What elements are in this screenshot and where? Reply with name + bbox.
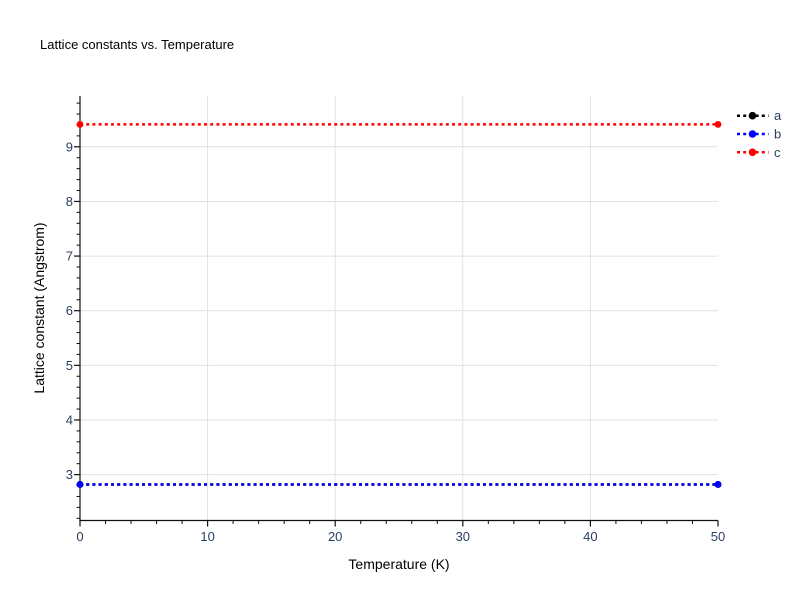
y-axis-title: Lattice constant (Angstrom)	[31, 222, 47, 393]
y-tick-label: 9	[66, 139, 73, 154]
legend-label: c	[774, 145, 781, 160]
y-tick-label: 7	[66, 249, 73, 264]
x-axis-title: Temperature (K)	[348, 556, 449, 572]
chart-legend: abc	[737, 108, 782, 160]
legend-marker-sample	[748, 111, 757, 120]
y-tick-label: 8	[66, 194, 73, 209]
series-b-marker	[714, 481, 722, 488]
series-c-marker	[76, 121, 84, 128]
series-c-marker	[714, 121, 722, 128]
legend-item-b[interactable]: b	[737, 127, 781, 142]
axes: 0 10 20 30 40 50 3 4 5 6 7 8 9	[66, 96, 725, 544]
legend-item-a[interactable]: a	[737, 108, 782, 123]
x-tick-label: 10	[200, 529, 214, 544]
legend-marker-sample	[748, 148, 757, 157]
legend-label: b	[774, 127, 781, 142]
y-tick-label: 3	[66, 467, 73, 482]
x-tick-label: 50	[711, 529, 725, 544]
legend-marker-sample	[748, 130, 757, 138]
legend-item-c[interactable]: c	[737, 145, 781, 160]
y-tick-label: 4	[66, 412, 73, 427]
x-tick-label: 0	[76, 529, 83, 544]
gridlines	[80, 96, 718, 521]
chart-title: Lattice constants vs. Temperature	[40, 37, 234, 52]
y-tick-label: 6	[66, 303, 73, 318]
x-tick-label: 20	[328, 529, 342, 544]
legend-label: a	[774, 108, 782, 123]
x-tick-label: 30	[456, 529, 470, 544]
series-b-marker	[76, 481, 84, 488]
data-series	[76, 121, 722, 488]
x-tick-label: 40	[583, 529, 597, 544]
y-tick-label: 5	[66, 358, 73, 373]
